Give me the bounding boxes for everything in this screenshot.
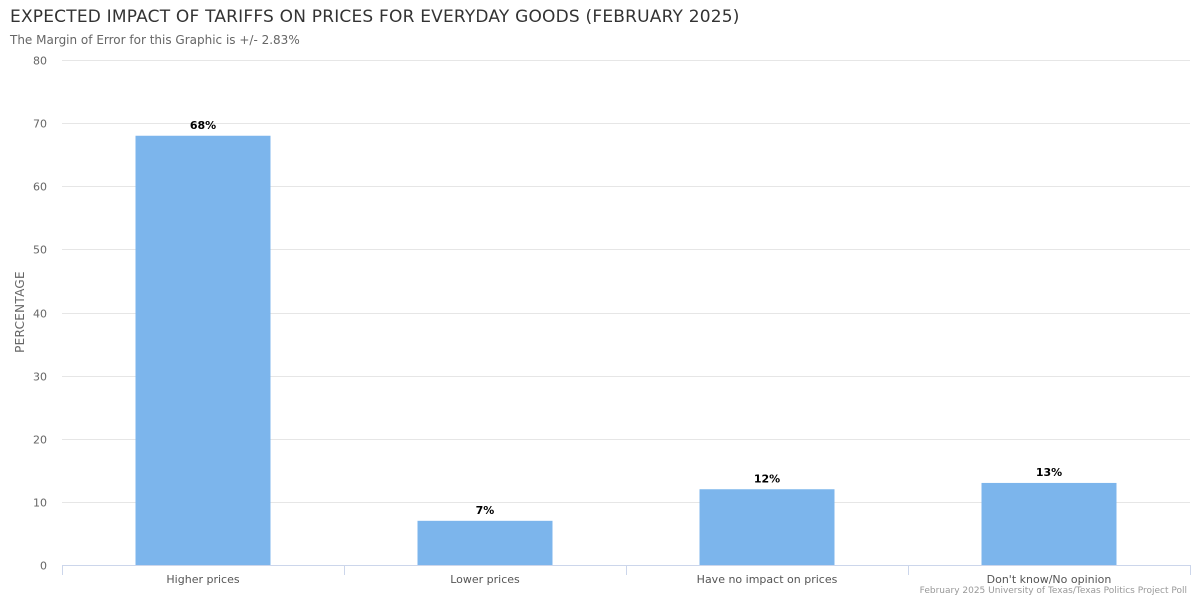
y-tick-label: 40 xyxy=(33,308,47,321)
bar xyxy=(981,482,1117,565)
y-tick-label: 80 xyxy=(33,55,47,68)
chart-subtitle: The Margin of Error for this Graphic is … xyxy=(10,33,300,47)
y-axis-label: PERCENTAGE xyxy=(13,271,27,353)
data-labels: 68% 7% 12% 13% xyxy=(190,119,1062,517)
bars xyxy=(135,135,1117,565)
x-axis: Higher prices Lower prices Have no impact … xyxy=(62,565,1191,586)
y-tick-label: 70 xyxy=(33,118,47,131)
data-label: 7% xyxy=(476,504,495,517)
y-tick-label: 0 xyxy=(40,560,47,573)
y-tick-label: 10 xyxy=(33,497,47,510)
bar xyxy=(417,520,553,565)
y-tick-label: 30 xyxy=(33,371,47,384)
x-category-label: Lower prices xyxy=(450,573,520,586)
chart-credits: February 2025 University of Texas/Texas … xyxy=(919,586,1187,596)
x-category-label: Have no impact on prices xyxy=(697,573,838,586)
y-tick-label: 50 xyxy=(33,244,47,257)
bar xyxy=(699,489,835,565)
data-label: 13% xyxy=(1036,466,1062,479)
chart-title: EXPECTED IMPACT OF TARIFFS ON PRICES FOR… xyxy=(10,7,740,27)
data-label: 12% xyxy=(754,472,780,485)
y-tick-label: 60 xyxy=(33,181,47,194)
data-label: 68% xyxy=(190,119,216,132)
bar xyxy=(135,135,271,565)
y-axis-ticks: 0 10 20 30 40 50 60 70 80 xyxy=(33,55,47,573)
x-category-label: Higher prices xyxy=(166,573,239,586)
x-category-label: Don't know/No opinion xyxy=(987,573,1112,586)
y-tick-label: 20 xyxy=(33,434,47,447)
